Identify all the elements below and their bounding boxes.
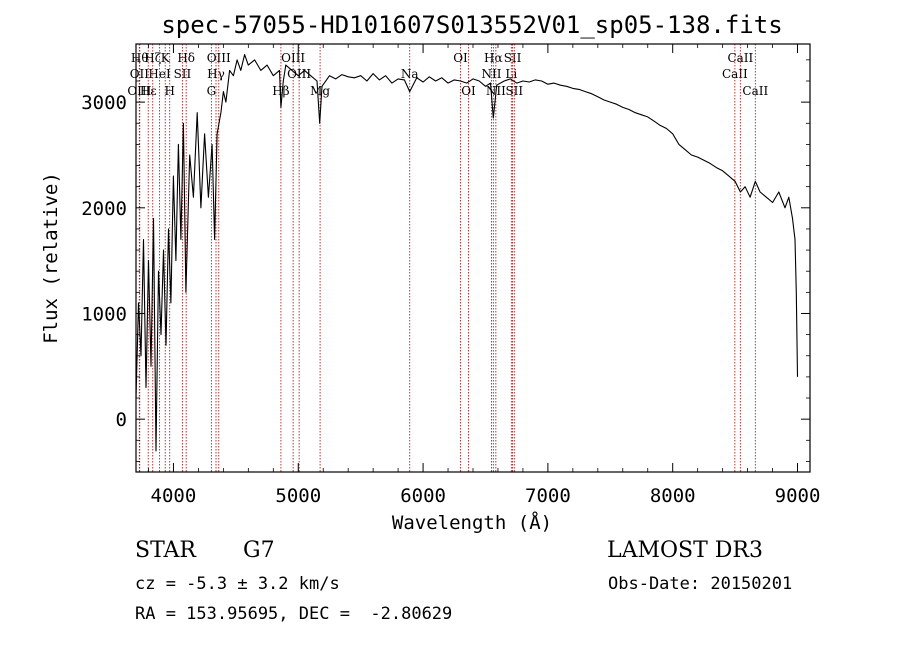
y-tick-label-0: 0 <box>116 409 127 431</box>
line-label-7: H <box>164 84 174 98</box>
x-axis-ticks: 4000 5000 6000 7000 8000 9000 <box>148 44 820 507</box>
plot-frame <box>135 43 811 473</box>
x-tick-label-6000: 6000 <box>400 485 446 507</box>
y-axis-ticks: 0 1000 2000 3000 <box>81 59 810 462</box>
line-label-11: Hγ <box>207 67 225 81</box>
x-tick-label-7000: 7000 <box>525 485 571 507</box>
line-label-28: CaII <box>742 84 768 98</box>
line-label-25: SII <box>505 84 523 98</box>
line-label-9: Hδ <box>177 51 195 65</box>
object-subclass: G7 <box>243 538 275 563</box>
y-tick-label-1000: 1000 <box>81 303 127 325</box>
spectral-line-markers: HθOIIOIIIHεHζHeIKHSIIHδGHγOIIIHβOIIIOIII… <box>127 44 768 472</box>
observation-date: Obs-Date: 20150201 <box>608 574 793 594</box>
line-label-26: CaII <box>722 67 748 81</box>
line-label-27: CaII <box>727 51 753 65</box>
series-line-flux <box>135 54 799 452</box>
line-label-12: OIII <box>207 51 231 65</box>
line-label-0: Hθ <box>131 51 149 65</box>
y-axis-label: Flux (relative) <box>40 172 62 344</box>
x-tick-label-4000: 4000 <box>151 485 197 507</box>
x-tick-label-9000: 9000 <box>775 485 821 507</box>
line-label-3: Hε <box>140 84 157 98</box>
x-axis-label: Wavelength (Å) <box>392 511 552 534</box>
line-label-14: OIII <box>281 51 305 65</box>
line-label-4: Hζ <box>144 51 161 65</box>
line-label-21: Hα <box>484 51 503 65</box>
line-label-6: K <box>161 51 171 65</box>
line-label-16: Mg <box>310 84 330 98</box>
line-label-2: OIII <box>127 84 151 98</box>
survey-name: LAMOST DR3 <box>607 538 763 563</box>
x-tick-label-5000: 5000 <box>275 485 321 507</box>
y-tick-label-3000: 3000 <box>81 92 127 114</box>
line-label-17: Na <box>401 67 419 81</box>
object-class: STAR <box>135 538 196 563</box>
line-label-24: SII <box>504 51 522 65</box>
line-label-20: NII <box>481 67 501 81</box>
line-label-18: OI <box>453 51 468 65</box>
x-tick-label-8000: 8000 <box>650 485 696 507</box>
line-label-23: Li <box>505 67 517 81</box>
ra-dec-coordinates: RA = 153.95695, DEC = -2.80629 <box>135 604 453 624</box>
chart-title: spec-57055-HD101607S013552V01_sp05-138.f… <box>161 11 782 39</box>
line-label-8: SII <box>174 67 192 81</box>
y-tick-label-2000: 2000 <box>81 198 127 220</box>
line-label-19: OI <box>461 84 476 98</box>
line-label-5: HeI <box>148 67 171 81</box>
redshift-cz: cz = -5.3 ± 3.2 km/s <box>135 574 340 594</box>
line-label-10: G <box>207 84 217 98</box>
series-layer <box>135 54 799 452</box>
line-label-13: Hβ <box>272 84 289 98</box>
